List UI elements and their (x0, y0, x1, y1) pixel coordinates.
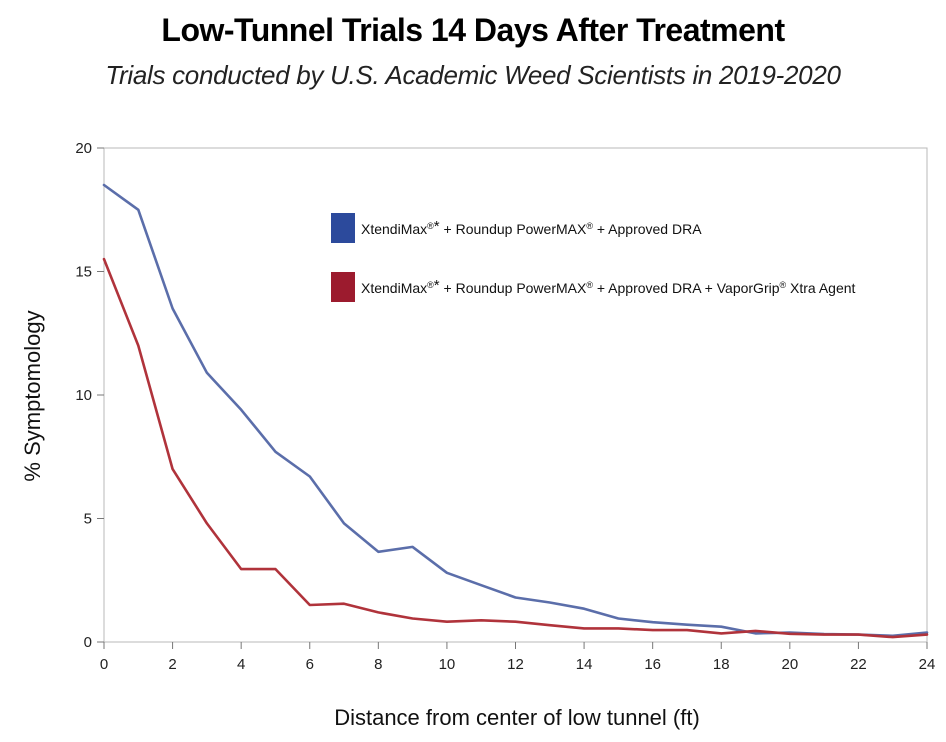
x-tick-label: 24 (919, 656, 936, 673)
x-tick-label: 16 (644, 656, 661, 673)
series-line-1 (102, 183, 929, 638)
legend-swatch-1 (331, 213, 355, 243)
y-tick-label: 5 (84, 511, 92, 528)
y-tick-label: 15 (75, 264, 92, 281)
chart-subtitle: Trials conducted by U.S. Academic Weed S… (105, 60, 841, 90)
y-tick-label: 20 (75, 140, 92, 157)
x-tick-label: 2 (168, 656, 176, 673)
x-tick-label: 8 (374, 656, 382, 673)
legend-label-2: XtendiMax®* + Roundup PowerMAX® + Approv… (361, 277, 856, 296)
x-tick-label: 18 (713, 656, 730, 673)
x-tick-label: 22 (850, 656, 867, 673)
y-axis-title: % Symptomology (20, 310, 45, 481)
x-tick-label: 20 (781, 656, 798, 673)
x-tick-label: 6 (306, 656, 314, 673)
series-line-2 (102, 257, 929, 639)
x-tick-label: 12 (507, 656, 524, 673)
x-axis-title: Distance from center of low tunnel (ft) (334, 705, 700, 730)
chart-title: Low-Tunnel Trials 14 Days After Treatmen… (161, 12, 785, 48)
y-tick-label: 0 (84, 634, 92, 651)
y-tick-label: 10 (75, 387, 92, 404)
legend-label-1: XtendiMax®* + Roundup PowerMAX® + Approv… (361, 218, 702, 237)
x-tick-label: 4 (237, 656, 245, 673)
x-tick-label: 10 (439, 656, 456, 673)
x-tick-label: 0 (100, 656, 108, 673)
x-tick-label: 14 (576, 656, 593, 673)
legend-swatch-2 (331, 272, 355, 302)
